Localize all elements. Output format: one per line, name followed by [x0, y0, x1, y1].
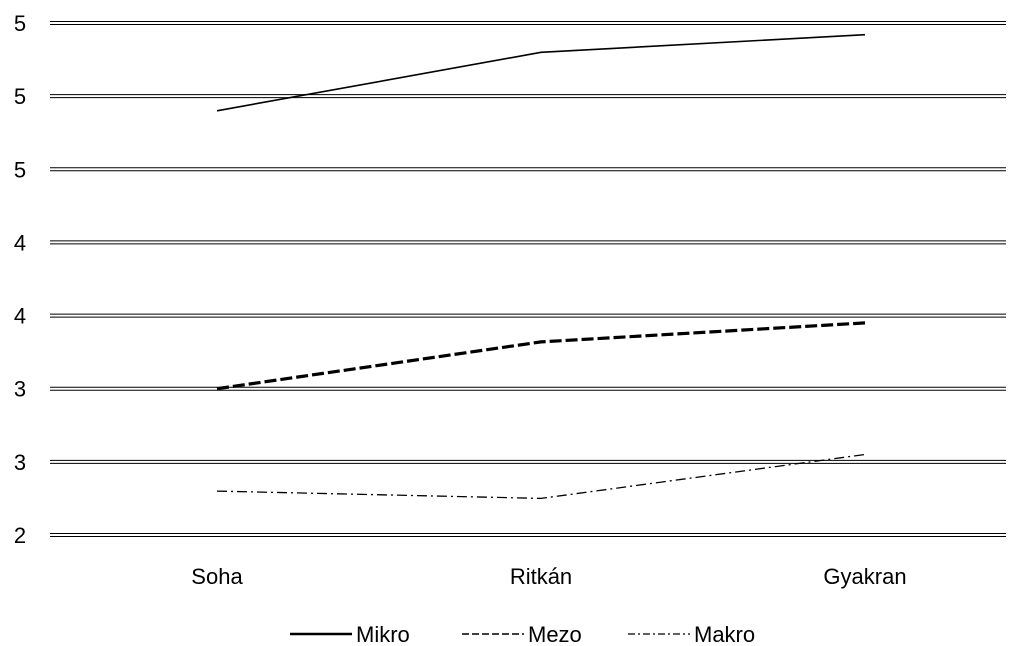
x-tick-label: Ritkán — [510, 564, 572, 589]
gridlines — [50, 21, 1006, 537]
legend: Mikro Mezo Makro — [290, 622, 755, 646]
y-tick-label: 5 — [14, 157, 26, 182]
series-line-makro — [216, 453, 866, 500]
series-lines — [216, 33, 866, 500]
y-tick-label: 4 — [14, 304, 26, 329]
y-tick-label: 2 — [14, 523, 26, 548]
x-tick-label: Soha — [191, 564, 243, 589]
y-tick-label: 5 — [14, 84, 26, 109]
series-line-mikro — [216, 33, 866, 112]
legend-label-makro: Makro — [694, 622, 755, 646]
legend-label-mikro: Mikro — [356, 622, 410, 646]
x-tick-label: Gyakran — [823, 564, 906, 589]
x-axis-ticks: Soha Ritkán Gyakran — [191, 564, 906, 589]
y-tick-label: 3 — [14, 377, 26, 402]
y-tick-label: 4 — [14, 230, 26, 255]
y-tick-label: 5 — [14, 11, 26, 36]
y-tick-label: 3 — [14, 450, 26, 475]
legend-label-mezo: Mezo — [528, 622, 582, 646]
y-axis-ticks: 2 3 3 4 4 5 5 5 — [14, 11, 26, 548]
series-line-mezo — [216, 321, 866, 391]
